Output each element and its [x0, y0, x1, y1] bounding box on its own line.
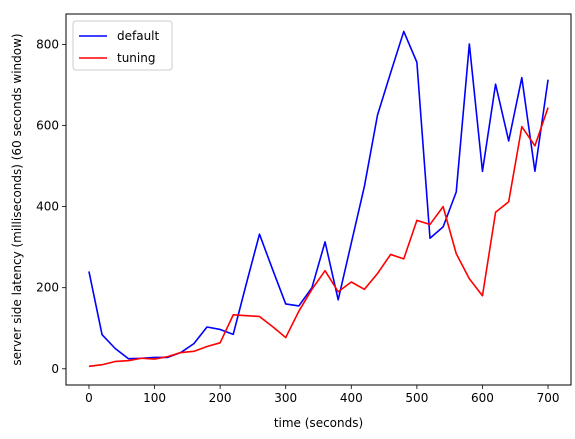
x-tick-label: 100	[143, 391, 166, 405]
x-axis-title: time (seconds)	[274, 416, 363, 430]
y-tick-label: 0	[51, 362, 59, 376]
y-tick-label: 200	[36, 281, 59, 295]
series-line-default	[88, 30, 549, 360]
plot-frame	[65, 13, 572, 386]
plot-lines	[88, 30, 549, 368]
x-tick-label: 600	[471, 391, 494, 405]
x-tick-label: 700	[537, 391, 560, 405]
series-line-tuning	[88, 107, 549, 368]
x-tick-label: 400	[340, 391, 363, 405]
y-axis-title: server side latency (milliseconds) (60 s…	[10, 33, 24, 365]
x-tick-label: 200	[209, 391, 232, 405]
y-tick-label: 400	[36, 200, 59, 214]
legend: default tuning	[72, 20, 173, 71]
x-tick-label: 500	[405, 391, 428, 405]
y-tick-label: 600	[36, 119, 59, 133]
x-axis-ticks: 0 100 200 300 400 500 600 700	[85, 385, 559, 405]
y-axis-ticks: 0 200 400 600 800	[36, 37, 66, 376]
x-tick-label: 300	[274, 391, 297, 405]
legend-label-default: default	[117, 29, 160, 43]
legend-label-tuning: tuning	[117, 51, 155, 65]
x-tick-label: 0	[85, 391, 93, 405]
y-tick-label: 800	[36, 37, 59, 51]
